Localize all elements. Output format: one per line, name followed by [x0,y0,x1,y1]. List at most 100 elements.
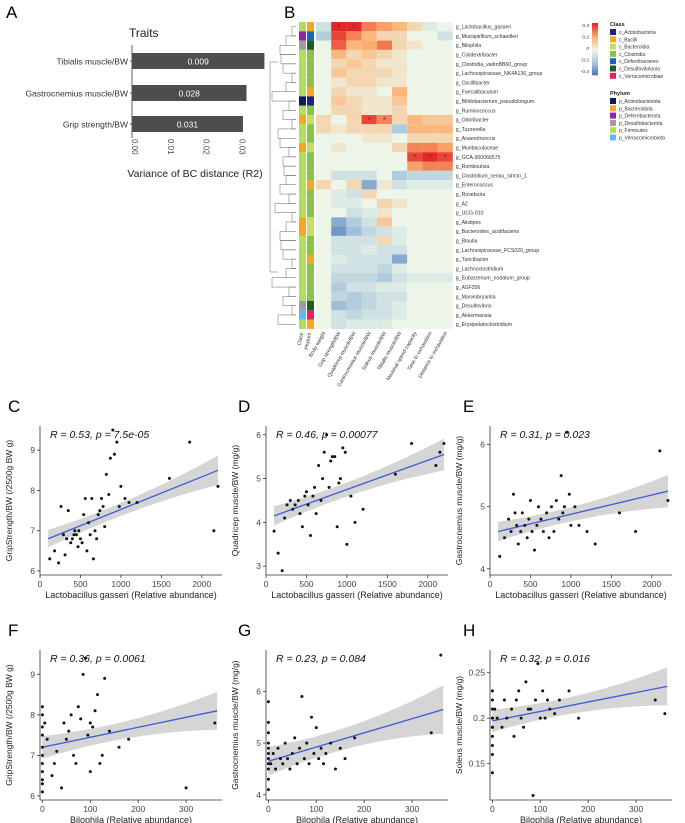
panel-g-scatter: 0 100 200 300 4 5 6 R = 0.23, p = 0.084 Bilophil… [230,650,448,823]
data-point [495,716,499,720]
heatmap-cell [422,273,438,283]
heatmap-cell [361,291,377,301]
data-point [266,751,270,755]
heatmap-cell [331,310,347,320]
heatmap-cell [422,40,438,50]
panel-h-scatter: 0 100 200 300 0.15 0.2 0.25 R = 0.32, p = 0.016… [454,650,672,823]
data-point [127,737,131,741]
class-annotation-cell [307,87,314,97]
heatmap-cell [346,152,362,162]
heatmap-cell [316,133,332,143]
x-tick-label: 0 [40,804,45,814]
class-annotation-cell [307,226,314,236]
data-point [63,553,67,557]
heatmap-cell [376,59,392,69]
heatmap-cell [407,189,423,199]
data-point [280,569,284,573]
data-point [117,745,121,749]
phylum-annotation-cell [299,291,306,301]
x-tick-label: 1000 [337,579,356,589]
heatmap-cell [376,170,392,181]
confidence-band [492,667,668,733]
colorbar-segment [592,57,598,60]
data-point [283,741,287,745]
heatmap-cell [422,291,438,301]
data-point [327,485,331,489]
class-legend-swatch [610,36,616,43]
data-point [337,481,341,485]
heatmap-cell [316,282,332,292]
y-axis-label: Soleus muscle/BW (mg/g) [454,676,464,774]
colorbar-segment [592,61,598,64]
heatmap-cell [361,319,377,329]
heatmap-cell [331,189,347,199]
data-point [83,496,87,500]
y-tick-label: 7 [30,750,35,760]
data-point [306,503,310,507]
heatmap-cell [392,217,408,227]
dendrogram-branch [279,184,296,195]
data-point [99,496,103,500]
heatmap-cell [316,217,332,227]
data-point [531,793,535,797]
heatmap-cell [422,59,438,69]
heatmap-cell [316,254,332,264]
annotation-column-label: Class [297,332,305,346]
heatmap-cell [361,87,377,97]
data-point [274,767,278,771]
data-point [266,746,270,750]
phylum-legend-swatch [610,112,616,119]
dendrogram-branch [288,193,296,204]
x-axis-label: Bilophila (Relative abundance) [70,815,192,823]
data-point [269,762,273,766]
colorbar-segment [592,37,598,40]
heatmap-cell [407,226,423,236]
heatmap-cell [376,31,392,41]
heatmap-cell [331,170,347,181]
phylum-annotation-cell [299,170,306,181]
heatmap-cell [422,282,438,292]
heatmap-cell [437,226,453,236]
data-point [349,494,353,498]
heatmap-cell [346,77,362,88]
data-point [40,753,44,757]
row-label: g_A2 [456,201,468,207]
data-point [341,446,345,450]
heatmap-cell [437,235,453,246]
class-annotation-cell [307,235,314,246]
data-point [541,530,545,534]
class-annotation-cell [307,77,314,88]
panel-letter-f: F [8,621,18,640]
heatmap-cell [392,273,408,283]
colorbar-segment [592,35,598,38]
y-tick-label: 4 [256,517,261,527]
data-point [552,530,556,534]
data-point [527,517,531,521]
heatmap-cell [407,49,423,60]
data-point [317,757,321,761]
y-tick-label: 3 [256,561,261,571]
category-label: Tibialis muscle/BW [57,57,128,67]
heatmap-cell [392,68,408,78]
colorbar-tick-label: -0.4 [581,69,590,75]
dendrogram-branch [280,54,296,65]
dendrogram-branch [282,156,296,167]
heatmap-cell [346,254,362,264]
significance-marker: * [413,154,416,161]
phylum-legend-label: p_Firmicutes [619,128,648,134]
heatmap-cell [422,49,438,60]
heatmap-cell [437,68,453,78]
data-point [515,523,519,527]
heatmap-cell [407,291,423,301]
dendrogram-branch [279,138,296,148]
colorbar-segment [592,65,598,68]
data-point [562,505,566,509]
class-annotation-cell [307,310,314,320]
data-point [285,503,289,507]
y-tick-label: 6 [256,430,261,440]
heatmap-cell [376,291,392,301]
class-legend-label: c_Verrucomicrobiae [619,74,663,80]
heatmap-cell [422,310,438,320]
class-annotation-cell [307,217,314,227]
class-legend-title: Class [610,22,625,28]
